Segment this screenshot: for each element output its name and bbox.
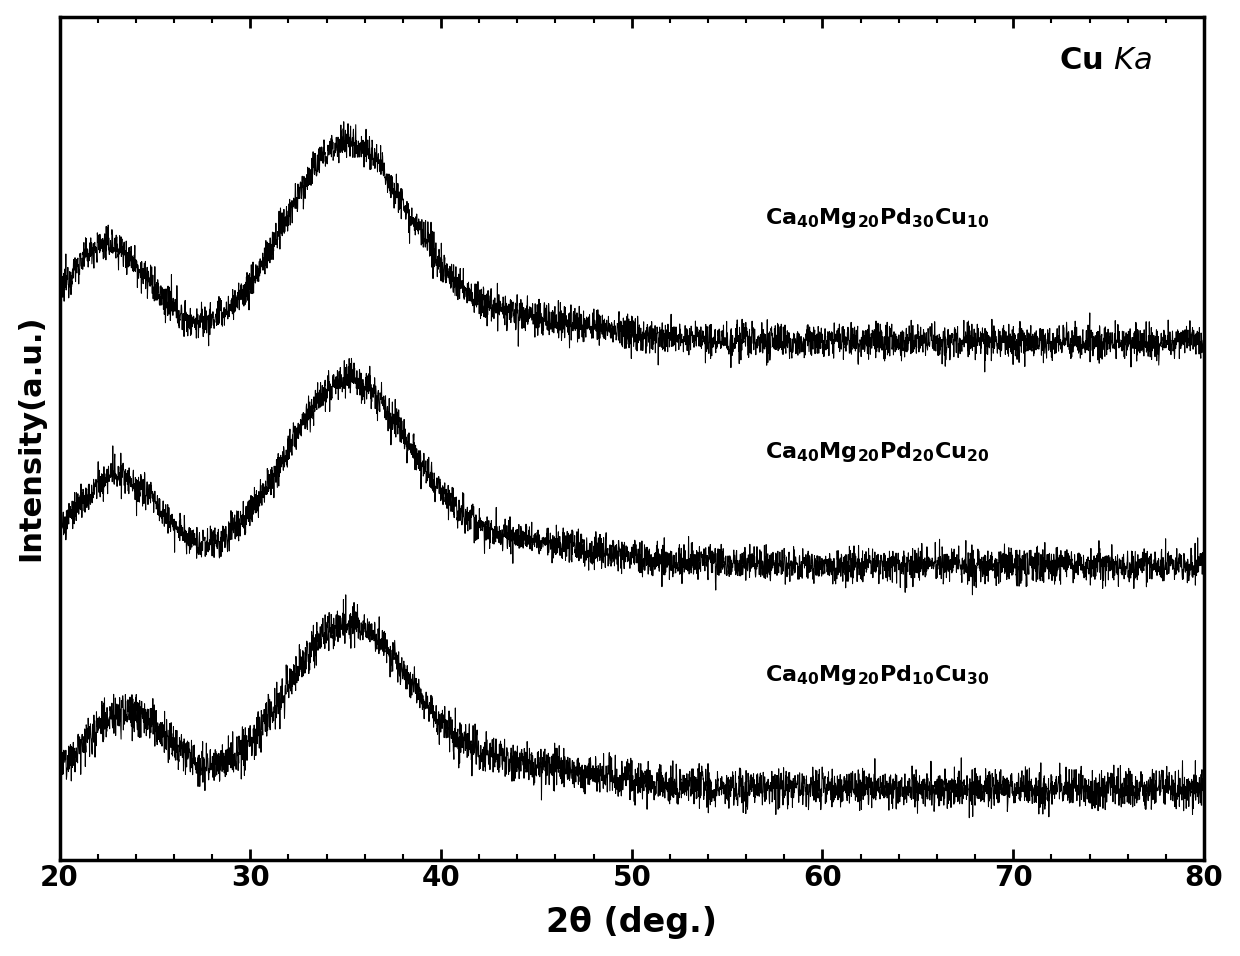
Text: Ca$_{\mathbf{40}}$Mg$_{\mathbf{20}}$Pd$_{\mathbf{20}}$Cu$_{\mathbf{20}}$: Ca$_{\mathbf{40}}$Mg$_{\mathbf{20}}$Pd$_… <box>765 440 990 464</box>
Text: Ca$_{\mathbf{40}}$Mg$_{\mathbf{20}}$Pd$_{\mathbf{30}}$Cu$_{\mathbf{10}}$: Ca$_{\mathbf{40}}$Mg$_{\mathbf{20}}$Pd$_… <box>765 206 990 230</box>
Text: Ca$_{\mathbf{40}}$Mg$_{\mathbf{20}}$Pd$_{\mathbf{10}}$Cu$_{\mathbf{30}}$: Ca$_{\mathbf{40}}$Mg$_{\mathbf{20}}$Pd$_… <box>765 663 990 687</box>
X-axis label: 2θ (deg.): 2θ (deg.) <box>547 906 717 940</box>
Text: Cu $\mathit{Ka}$: Cu $\mathit{Ka}$ <box>1059 46 1152 76</box>
Y-axis label: Intensity(a.u.): Intensity(a.u.) <box>16 315 46 561</box>
